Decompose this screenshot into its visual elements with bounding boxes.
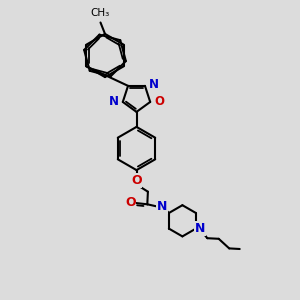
Text: N: N bbox=[157, 200, 167, 213]
Text: O: O bbox=[155, 95, 165, 108]
Text: N: N bbox=[109, 95, 118, 108]
Text: O: O bbox=[125, 196, 136, 209]
Text: N: N bbox=[195, 222, 205, 235]
Text: CH₃: CH₃ bbox=[90, 8, 109, 18]
Text: O: O bbox=[131, 174, 142, 187]
Text: N: N bbox=[149, 78, 159, 91]
